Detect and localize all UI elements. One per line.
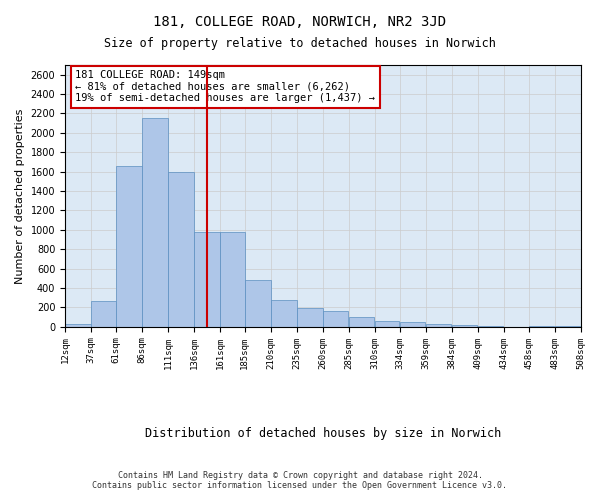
Bar bbox=[452, 325, 478, 326]
Bar bbox=[400, 322, 425, 326]
Bar bbox=[220, 232, 245, 326]
Bar bbox=[91, 300, 116, 326]
Bar bbox=[245, 280, 271, 326]
Y-axis label: Number of detached properties: Number of detached properties bbox=[15, 108, 25, 284]
Bar bbox=[142, 118, 167, 326]
Bar bbox=[375, 322, 400, 326]
Bar bbox=[323, 311, 349, 326]
X-axis label: Distribution of detached houses by size in Norwich: Distribution of detached houses by size … bbox=[145, 427, 501, 440]
Bar bbox=[194, 232, 220, 326]
Bar bbox=[271, 300, 296, 326]
Bar bbox=[426, 324, 451, 326]
Bar bbox=[349, 317, 374, 326]
Text: 181 COLLEGE ROAD: 149sqm
← 81% of detached houses are smaller (6,262)
19% of sem: 181 COLLEGE ROAD: 149sqm ← 81% of detach… bbox=[76, 70, 376, 103]
Bar bbox=[65, 324, 91, 326]
Text: Contains HM Land Registry data © Crown copyright and database right 2024.
Contai: Contains HM Land Registry data © Crown c… bbox=[92, 470, 508, 490]
Text: Size of property relative to detached houses in Norwich: Size of property relative to detached ho… bbox=[104, 38, 496, 51]
Text: 181, COLLEGE ROAD, NORWICH, NR2 3JD: 181, COLLEGE ROAD, NORWICH, NR2 3JD bbox=[154, 15, 446, 29]
Bar bbox=[297, 308, 323, 326]
Bar bbox=[116, 166, 142, 326]
Bar bbox=[168, 172, 194, 326]
